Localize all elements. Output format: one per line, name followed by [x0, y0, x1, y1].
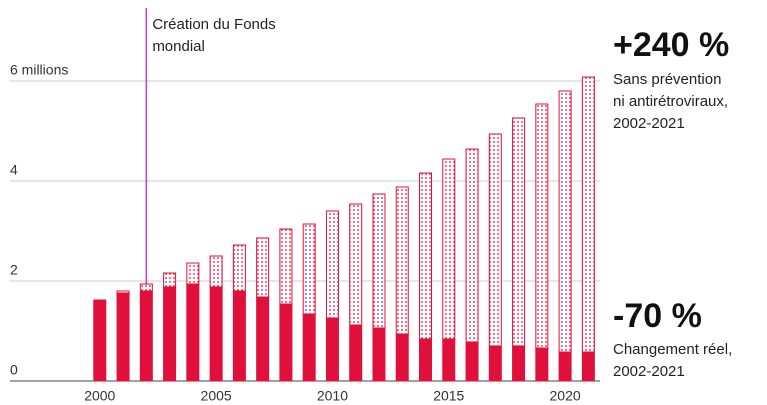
bar-segment-dotted — [419, 172, 433, 340]
event-label: mondial — [152, 38, 205, 55]
bar-segment — [302, 313, 316, 382]
bar-segment — [372, 327, 386, 382]
bar-segment — [325, 317, 339, 382]
bar-segment — [116, 292, 130, 382]
bar-segment-dotted — [558, 90, 572, 353]
bar-segment — [163, 286, 177, 382]
bar-segment-dotted — [465, 148, 479, 343]
bar-segment — [279, 303, 293, 382]
x-tick-label: 2015 — [433, 388, 464, 404]
bar-segment-dotted — [349, 203, 363, 326]
annotation-text: ni antirétroviraux, — [613, 93, 728, 110]
bar-segment — [139, 290, 153, 382]
y-tick-label: 0 — [10, 362, 18, 378]
bar-segment — [419, 338, 433, 382]
annotation-text: Changement réel, — [613, 341, 732, 358]
bar-segment — [581, 351, 595, 382]
y-tick-label: 2 — [10, 262, 18, 278]
bar-segment-dotted — [372, 193, 386, 329]
bar-segment-dotted — [139, 283, 153, 292]
bar-segment — [395, 333, 409, 382]
bar-segment — [349, 324, 363, 382]
bar-segment-dotted — [209, 255, 223, 288]
bar-segment-dotted — [535, 103, 549, 349]
x-tick-label: 2010 — [317, 388, 348, 404]
bar-segment-dotted — [163, 272, 177, 288]
y-tick-label: 4 — [10, 162, 18, 178]
bar-segment — [232, 290, 246, 382]
x-tick-label: 2000 — [84, 388, 115, 404]
bar-segment-dotted — [256, 237, 270, 298]
bar-segment — [558, 351, 572, 382]
bar-segment — [465, 341, 479, 382]
bar-segment-dotted — [325, 210, 339, 319]
bar-segment — [442, 338, 456, 382]
bar-segment-dotted — [279, 228, 293, 305]
x-tick-label: 2005 — [201, 388, 232, 404]
bar-segment — [93, 299, 107, 382]
bar-segment — [256, 296, 270, 382]
annotation-headline: +240 % — [613, 26, 729, 64]
annotation-text: 2002-2021 — [613, 363, 685, 380]
annotation-text: 2002-2021 — [613, 115, 685, 132]
annotation-text: Sans prévention — [613, 71, 721, 88]
y-tick-label: 6 millions — [10, 62, 68, 78]
bar-segment-dotted — [186, 262, 200, 285]
bar-segment-dotted — [232, 244, 246, 292]
bar-segment-dotted — [512, 117, 526, 347]
bar-segment — [535, 347, 549, 382]
annotation-headline: -70 % — [613, 297, 702, 335]
bar-segment-dotted — [116, 290, 130, 294]
event-label: Création du Fonds — [152, 16, 275, 33]
bar-segment-dotted — [395, 186, 409, 335]
bar-segment — [488, 345, 502, 382]
bar-segment-dotted — [302, 223, 316, 315]
bar-segment-dotted — [488, 133, 502, 347]
bar-segment-dotted — [581, 76, 595, 353]
bar-segment — [209, 286, 223, 382]
bar-segment — [186, 283, 200, 382]
bar-segment-dotted — [442, 158, 456, 340]
x-tick-label: 2020 — [550, 388, 581, 404]
bar-segment — [512, 345, 526, 382]
